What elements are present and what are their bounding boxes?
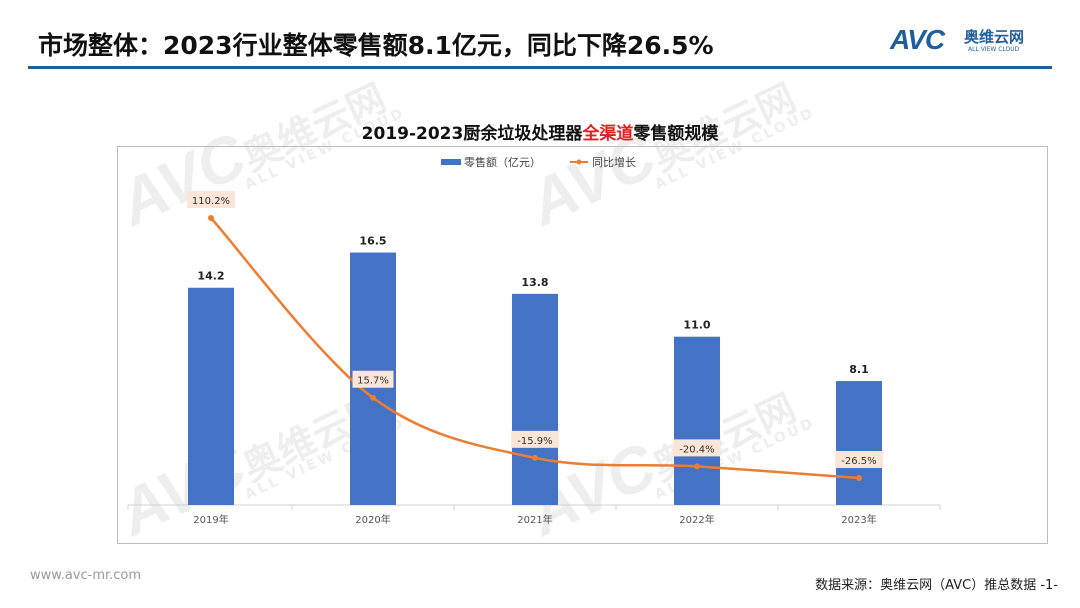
- line-label: -20.4%: [679, 444, 714, 455]
- x-tick-label: 2023年: [841, 513, 876, 526]
- growth-line: [210, 217, 860, 480]
- avc-logo: AVC 奥维云网 ALL VIEW CLOUD: [890, 24, 1025, 55]
- line-label: -26.5%: [841, 456, 876, 467]
- x-tick-label: 2022年: [679, 513, 714, 526]
- legend-line-label: 同比增长: [592, 155, 636, 169]
- bar: [674, 336, 720, 505]
- website-text[interactable]: www.avc-mr.com: [30, 568, 142, 583]
- page-title: 市场整体：2023行业整体零售额8.1亿元，同比下降26.5%: [38, 31, 714, 60]
- bar-label: 11.0: [683, 319, 710, 332]
- bar: [188, 287, 234, 505]
- line-point: [208, 215, 214, 221]
- line-label-box: [511, 430, 559, 448]
- line-point: [370, 394, 376, 401]
- x-tick-label: 2020年: [355, 513, 390, 526]
- line-point: [856, 475, 862, 482]
- line-label-box: [835, 451, 883, 469]
- legend-bar-swatch: [441, 159, 461, 165]
- bar-label: 14.2: [197, 270, 224, 283]
- bar: [836, 381, 882, 505]
- line-label-box: [187, 191, 235, 208]
- legend-bar-label: 零售额（亿元）: [464, 155, 541, 169]
- line-label-box: [352, 370, 394, 388]
- x-tick-label: 2019年: [193, 513, 228, 526]
- bar: [512, 293, 558, 505]
- bar-label: 8.1: [849, 363, 869, 376]
- bar-label: 16.5: [359, 235, 386, 248]
- chart-frame: [117, 146, 1048, 544]
- line-point: [694, 463, 700, 470]
- line-label: 15.7%: [357, 376, 389, 387]
- header-divider: [28, 66, 1052, 69]
- bar-label: 13.8: [521, 276, 548, 289]
- legend: 零售额（亿元） 同比增长: [441, 155, 636, 169]
- chart-title: 2019-2023厨余垃圾处理器全渠道零售额规模: [361, 124, 719, 144]
- line-label: -15.9%: [517, 436, 552, 447]
- line-label: 110.2%: [192, 196, 230, 207]
- line-label-box: [673, 439, 721, 457]
- x-tick-label: 2021年: [517, 513, 552, 526]
- line-point: [532, 454, 538, 461]
- source-note: 数据来源：奥维云网（AVC）推总数据 -1-: [815, 578, 1058, 593]
